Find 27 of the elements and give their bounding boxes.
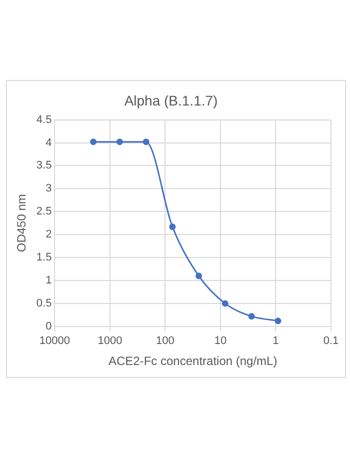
x-tick-label: 100 [156, 335, 174, 348]
point [116, 138, 123, 146]
y-tick-label: 1.5 [36, 252, 52, 264]
y-tick-label: 4.5 [36, 114, 52, 126]
point [169, 224, 176, 230]
point [142, 138, 150, 146]
x-axis-title: ACE2-Fc concentration (ng/mL) [108, 354, 278, 368]
y-tick-label: 0 [46, 320, 52, 332]
point [274, 318, 282, 324]
y-tick-label: 3 [46, 182, 52, 195]
y-tick-label: 3.5 [36, 160, 52, 172]
y-tick-label: 1 [46, 274, 52, 287]
x-tick-label: 10 [214, 335, 227, 348]
x-tick-label: 1 [272, 335, 279, 348]
point [248, 313, 255, 320]
y-tick-label: 2.5 [36, 206, 52, 218]
x-tick-label: 10000 [39, 335, 70, 348]
x-tick-label: 1000 [98, 335, 122, 348]
y-tick-label: 0.5 [36, 297, 52, 310]
point [222, 300, 228, 307]
point [90, 138, 97, 146]
y-tick-label: 2 [46, 228, 52, 241]
y-axis-title: OD450 nm [14, 194, 29, 252]
point [196, 272, 202, 280]
chart-title: Alpha (B.1.1.7) [124, 92, 218, 108]
y-tick-label: 4 [46, 136, 52, 149]
x-tick-label: 0.1 [323, 335, 339, 348]
